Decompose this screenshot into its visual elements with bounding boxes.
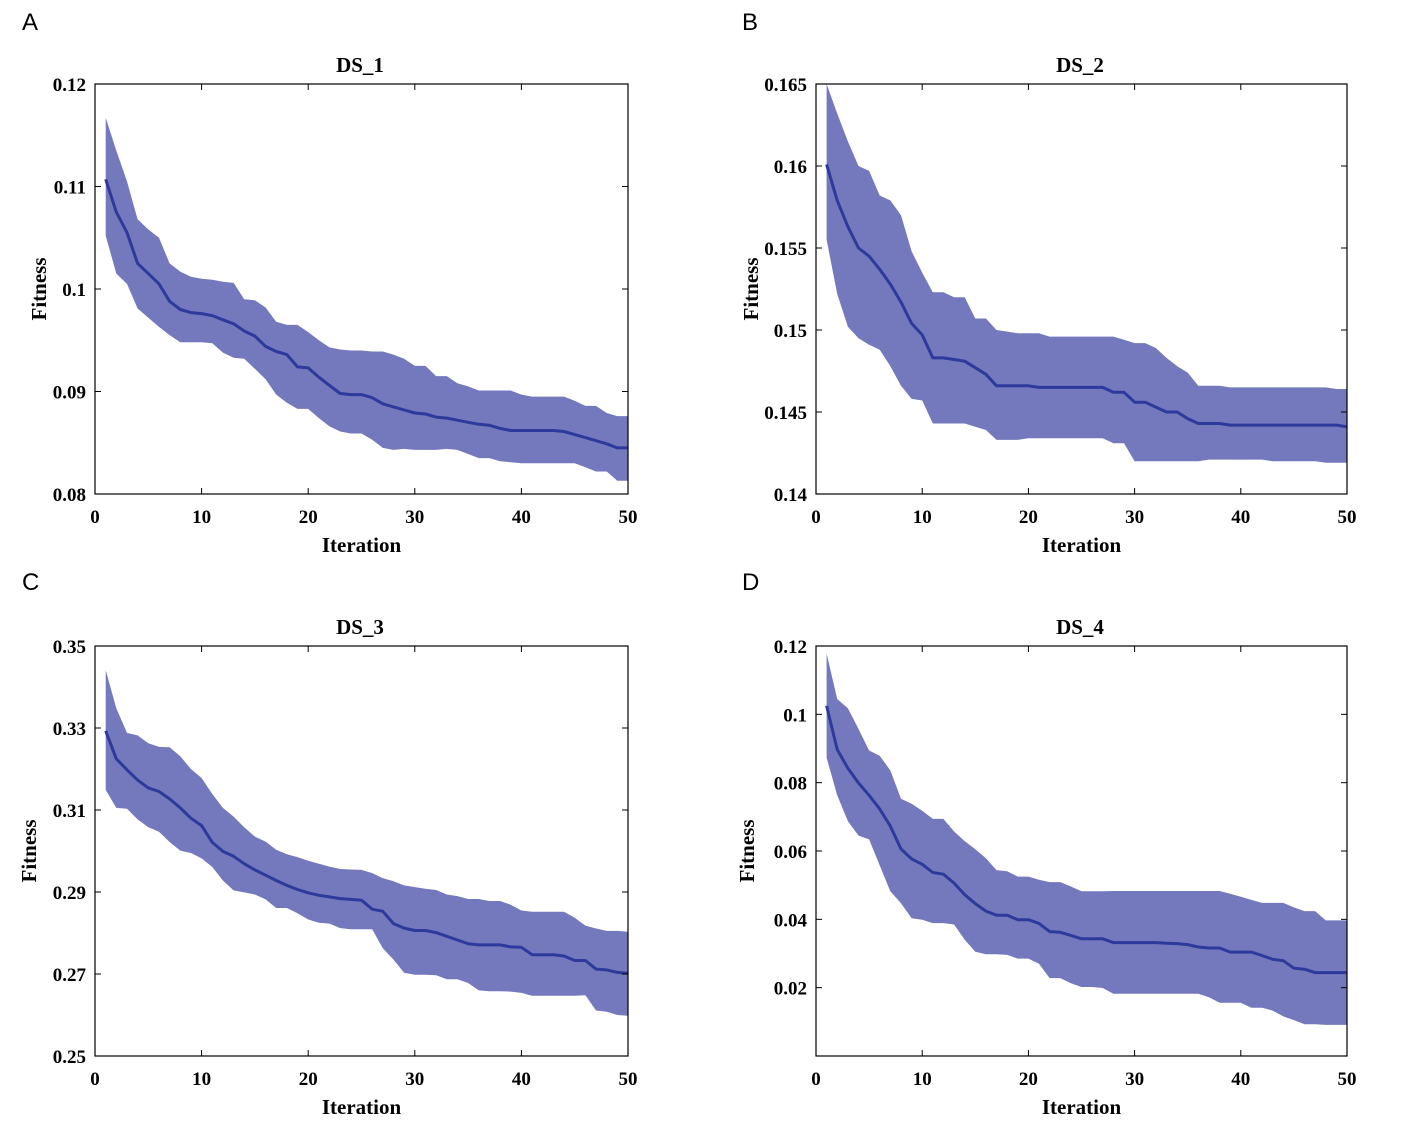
x-tick-label: 10 [192, 507, 211, 528]
y-tick-label: 0.02 [774, 979, 807, 1000]
x-tick-label: 10 [192, 1069, 211, 1090]
confidence-band [105, 670, 628, 1016]
panel-letter: B [742, 9, 758, 36]
y-tick-label: 0.11 [54, 178, 86, 199]
y-tick-label: 0.1 [783, 705, 807, 726]
y-axis-label: Fitness [17, 820, 41, 883]
x-tick-label: 40 [1231, 1069, 1250, 1090]
panel-letter: A [22, 9, 38, 36]
x-tick-label: 30 [1125, 1069, 1144, 1090]
y-tick-label: 0.08 [53, 485, 86, 506]
x-tick-label: 0 [811, 507, 821, 528]
chart-title: DS_1 [336, 53, 384, 77]
y-axis-label: Fitness [27, 258, 51, 321]
y-tick-label: 0.1 [62, 280, 86, 301]
mean-line [104, 178, 628, 450]
x-tick-label: 30 [405, 1069, 424, 1090]
x-axis-label: Iteration [322, 1095, 402, 1119]
chart-panel-d: D DS_4 0 10 20 30 40 50 0.02 0.04 0.06 0.08 0.1 0.12 I… [735, 569, 1357, 1119]
x-axis-label: Iteration [1042, 1095, 1122, 1119]
axes-frame [815, 83, 1348, 495]
chart-title: DS_2 [1056, 53, 1104, 77]
y-tick-label: 0.04 [774, 910, 808, 931]
y-tick-label: 0.145 [764, 403, 807, 424]
x-tick-label: 30 [1125, 507, 1144, 528]
chart-panel-c: C DS_3 0 10 20 30 40 50 0.25 0.27 0.29 0.31 0.33 0.35… [17, 569, 638, 1119]
panel-letter: C [22, 569, 39, 596]
y-axis-label: Fitness [739, 258, 763, 321]
x-tick-label: 20 [299, 1069, 318, 1090]
x-axis-label: Iteration [1042, 533, 1122, 557]
y-tick-label: 0.16 [774, 157, 807, 178]
x-tick-label: 40 [1231, 507, 1250, 528]
x-tick-label: 10 [913, 1069, 932, 1090]
x-tick-label: 50 [1338, 1069, 1357, 1090]
x-tick-label: 10 [913, 507, 932, 528]
axes-frame [94, 645, 629, 1057]
y-tick-label: 0.31 [53, 801, 86, 822]
x-tick-label: 20 [1019, 507, 1038, 528]
confidence-band [826, 653, 1347, 1025]
y-tick-label: 0.27 [53, 965, 87, 986]
x-tick-label: 0 [90, 1069, 100, 1090]
x-tick-label: 0 [811, 1069, 821, 1090]
mean-line [825, 705, 1347, 975]
y-tick-label: 0.09 [53, 383, 86, 404]
confidence-band [826, 84, 1347, 463]
x-tick-label: 40 [512, 507, 531, 528]
y-tick-label: 0.25 [53, 1047, 86, 1068]
y-tick-label: 0.155 [764, 239, 807, 260]
chart-panel-a: A DS_1 0 10 20 30 40 50 0.08 0.09 0.1 0.11 0.12 Itera… [22, 9, 638, 557]
x-axis-label: Iteration [322, 533, 402, 557]
chart-title: DS_3 [336, 615, 384, 639]
y-tick-label: 0.14 [774, 485, 808, 506]
mean-line [825, 163, 1348, 429]
y-tick-label: 0.33 [53, 719, 86, 740]
y-tick-label: 0.15 [774, 321, 807, 342]
mean-line [104, 730, 629, 975]
y-axis-label: Fitness [735, 820, 759, 883]
y-tick-label: 0.35 [53, 637, 86, 658]
x-tick-label: 50 [619, 1069, 638, 1090]
y-tick-label: 0.12 [53, 75, 86, 96]
y-tick-label: 0.165 [764, 75, 807, 96]
y-tick-label: 0.29 [53, 883, 86, 904]
x-tick-label: 20 [299, 507, 318, 528]
x-tick-label: 50 [619, 507, 638, 528]
x-tick-label: 0 [90, 507, 100, 528]
chart-panel-b: B DS_2 0 10 20 30 40 50 0.14 0.145 0.15 0.155 0.16 0.… [739, 9, 1357, 557]
confidence-band [105, 117, 628, 481]
panel-letter: D [742, 569, 759, 596]
chart-title: DS_4 [1056, 615, 1104, 639]
x-tick-label: 50 [1338, 507, 1357, 528]
x-tick-label: 30 [405, 507, 424, 528]
x-tick-label: 20 [1019, 1069, 1038, 1090]
y-tick-label: 0.06 [774, 842, 807, 863]
y-tick-label: 0.12 [774, 637, 807, 658]
x-tick-label: 40 [512, 1069, 531, 1090]
y-tick-label: 0.08 [774, 774, 807, 795]
